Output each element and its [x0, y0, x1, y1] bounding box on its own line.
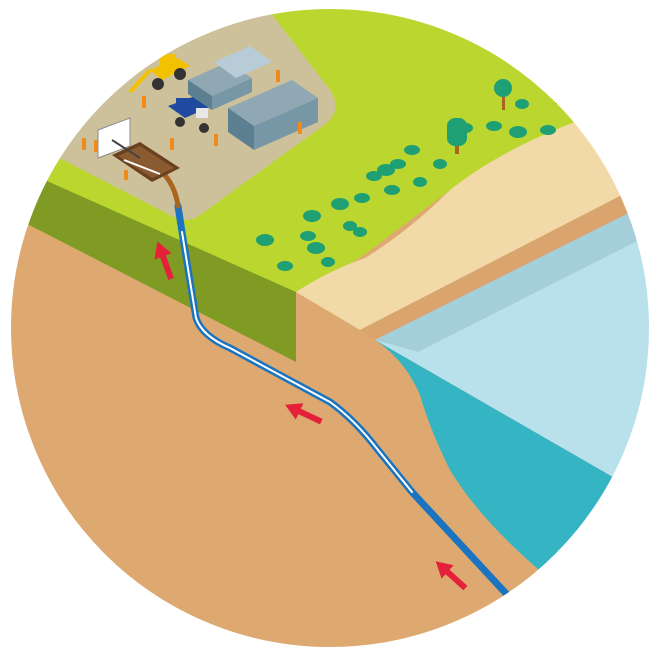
- sea-cutaway: [375, 340, 618, 575]
- pipeline-highlight: [181, 231, 413, 493]
- frame-circle: [9, 7, 651, 649]
- beach-edge: [360, 178, 650, 340]
- pull-arrow-3: [435, 561, 468, 591]
- excavator-icon: [128, 54, 190, 94]
- pull-arrow-2: [285, 403, 323, 425]
- sea-surface: [375, 200, 650, 480]
- grass-side-face: [10, 148, 296, 362]
- shrub-icons: [256, 99, 556, 271]
- container-office-icon: [188, 46, 318, 150]
- pull-arrow-1: [154, 241, 174, 280]
- worker-icons: [82, 70, 302, 180]
- sea-band: [375, 200, 650, 352]
- beach-sand: [296, 120, 650, 330]
